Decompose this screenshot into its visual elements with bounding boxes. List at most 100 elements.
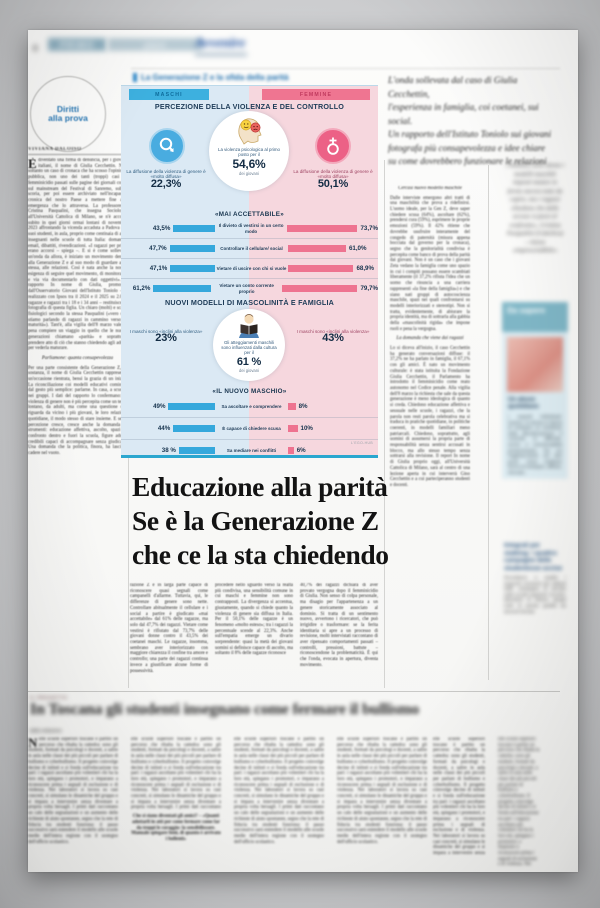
bottom-column-5: elle scuole superiori toscane è partito … [433, 737, 485, 855]
male-bar [168, 403, 215, 410]
standfirst: L'onda sollevata dal caso di Giulia Cecc… [388, 74, 560, 169]
standfirst-line: fotografa più consapevolezza e idee chia… [388, 142, 546, 153]
stat-value: 23% [155, 332, 177, 345]
stat-text: I maschi sono «inclini alla violenza» [129, 329, 203, 334]
callout-value: 54,6% [232, 157, 266, 172]
legend-male: MASCHI [129, 89, 209, 100]
paragraph: elle scuole superiori toscane è partito … [131, 737, 221, 809]
newspaper-page: 8 PRIMO piano Avvenire La Generazione Z … [28, 30, 578, 872]
column-rule [488, 165, 489, 680]
male-value: 38 % [161, 447, 176, 454]
bottom-column-3: elle scuole superiori toscane è partito … [234, 737, 324, 845]
female-value: 68,9% [356, 265, 374, 272]
bottom-byline: dalla redazione [30, 728, 62, 733]
standfirst-line: su come dovrebbero funzionare le relazio… [388, 156, 547, 166]
female-bar [288, 425, 298, 432]
stat-text: La diffusione della violenza di genere è… [126, 169, 206, 180]
male-value: 61,2% [132, 285, 151, 292]
bottom-column-1: N elle scuole superiori toscane è partit… [28, 737, 118, 873]
male-value: 49% [153, 403, 166, 410]
section2-title: NUOVI MODELLI DI MASCOLINITÀ E FAMIGLIA [164, 298, 335, 307]
male-bar [173, 425, 215, 432]
magnifier-arrow-icon [159, 137, 174, 153]
male-bar [169, 245, 215, 252]
row-label: Vietare un conto corrente proprio [219, 283, 274, 294]
chart-row: 38 % Sa mediare nei conflitti 6% [121, 439, 378, 461]
column-subhead: Parliamone: quanta consapevolezza [41, 355, 114, 361]
male-value: 44% [157, 425, 171, 432]
byline: VIVIANA DALOISO [28, 147, 127, 155]
callout-value: 61 % [236, 355, 262, 368]
chart-row: 44% È capace di chiedere scusa 10% [121, 417, 378, 439]
stat-value: 22,3% [150, 177, 182, 190]
paragraph: Lo si diceva all'inizio, il caso Cecchet… [390, 346, 470, 488]
sidebar-box-image [507, 337, 563, 392]
paragraph: Per una parte consistente della Generazi… [28, 365, 127, 457]
callout-text: Gli atteggiamenti maschili sono influenz… [221, 340, 277, 356]
male-value: 43,5% [152, 225, 171, 232]
article-divider [28, 691, 560, 692]
row-label: Il divieto di vestirsi in un certo modo [218, 223, 284, 234]
bottom-column-6: elle scuole superiori toscane è partito … [498, 737, 540, 867]
article-column-2: razione Z è in larga parte capace di ric… [130, 583, 208, 674]
column-badge: Diritti alla prova [30, 76, 106, 152]
sidebar-box-text: I segnali individuati: l'autore, la donn… [508, 414, 562, 475]
sidebar-box-title: Un abuso quotidiano [508, 397, 539, 410]
bold-block: Che si siano diventati gli amici? – «Qua… [131, 814, 221, 843]
row-label: Sa ascoltare e comprendere [221, 403, 282, 409]
person-reading-book-icon [239, 314, 259, 338]
sidebar-box: Da sapere Un abuso quotidiano I segnali … [502, 302, 568, 479]
brand-name: Avvenire [195, 36, 246, 51]
headline-line: che ce la sta chiedendo [132, 539, 389, 570]
male-value: 47,1% [149, 265, 168, 272]
standfirst-line: l'esperienza in famiglia, coi coetanei, … [388, 102, 539, 126]
female-bar [288, 265, 354, 272]
female-value: 8% [298, 403, 308, 410]
male-stat-1: La diffusione della violenza di genere è… [123, 169, 209, 190]
male-bar [170, 265, 215, 272]
male-bar [173, 225, 215, 232]
infographic-credit: L'EGO-HUB [351, 441, 373, 445]
page-number: 8 [33, 44, 38, 53]
chart-row: 47,7% Controllare il cellulare/ social 6… [121, 238, 378, 258]
chart2-title: «IL NUOVO MASCHIO» [212, 388, 287, 395]
infographic-bottom-rule [121, 455, 378, 458]
female-bar [288, 403, 296, 410]
headline-line: Se è la Generazione Z [132, 505, 379, 536]
chart-row: 49% Sa ascoltare e comprendere 8% [121, 396, 378, 417]
paragraph: Dalle interviste emergono altri tratti d… [390, 195, 470, 332]
female-value: 73,7% [360, 225, 378, 232]
column-subhead: Cercasi nuovo modello maschile [398, 186, 462, 191]
article-kicker: La Generazione Z e la sfida della parità [133, 73, 289, 82]
chart1-title: «MAI ACCETTABILE» [214, 211, 285, 218]
female-bar [288, 245, 346, 252]
callout-text: La violenza psicologica al primo posto p… [218, 147, 280, 158]
legend-female: FEMMINE [262, 89, 370, 100]
female-value: 79,7% [360, 285, 378, 292]
callout-suffix: dei giovani [238, 367, 260, 373]
row-label: È capace di chiedere scusa [222, 425, 281, 431]
culture-influence-callout: Gli atteggiamenti maschili sono influenz… [213, 309, 285, 381]
stat-value: 50,1% [317, 177, 349, 190]
brand-dateline-bar [195, 53, 247, 56]
stat-value: 43% [322, 332, 344, 345]
standfirst-line: Un rapporto dell'Istituto Toniolo sui gi… [388, 129, 552, 139]
sidebar-block-text: Ricordiamo e analisi i seguenti momenti … [504, 575, 566, 614]
drop-cap: N [28, 737, 38, 750]
article-column-4: 40,7% dei ragazzi dichiara di aver prova… [300, 583, 378, 668]
badge-line2: alla prova [48, 113, 88, 123]
kicker-rule [131, 68, 560, 69]
headline-line: Educazione alla parità [132, 471, 388, 502]
row-label: Sa mediare nei conflitti [226, 447, 277, 453]
bottom-column-2: elle scuole superiori toscane è partito … [131, 737, 221, 873]
female-stat-2: I maschi sono «inclini alla violenza» 43… [290, 329, 376, 345]
section-band-secondary: piano [108, 38, 202, 51]
column-subhead: La domanda che viene dai ragazzi [396, 336, 464, 342]
infographic-top-rule [121, 85, 378, 86]
main-headline: Educazione alla parità Se è la Generazio… [132, 470, 402, 572]
female-value: 6% [296, 447, 306, 454]
callout-suffix: dei giovani [238, 171, 260, 177]
male-bar [153, 285, 212, 292]
psych-violence-callout: La violenza psicologica al primo posto p… [209, 111, 289, 191]
